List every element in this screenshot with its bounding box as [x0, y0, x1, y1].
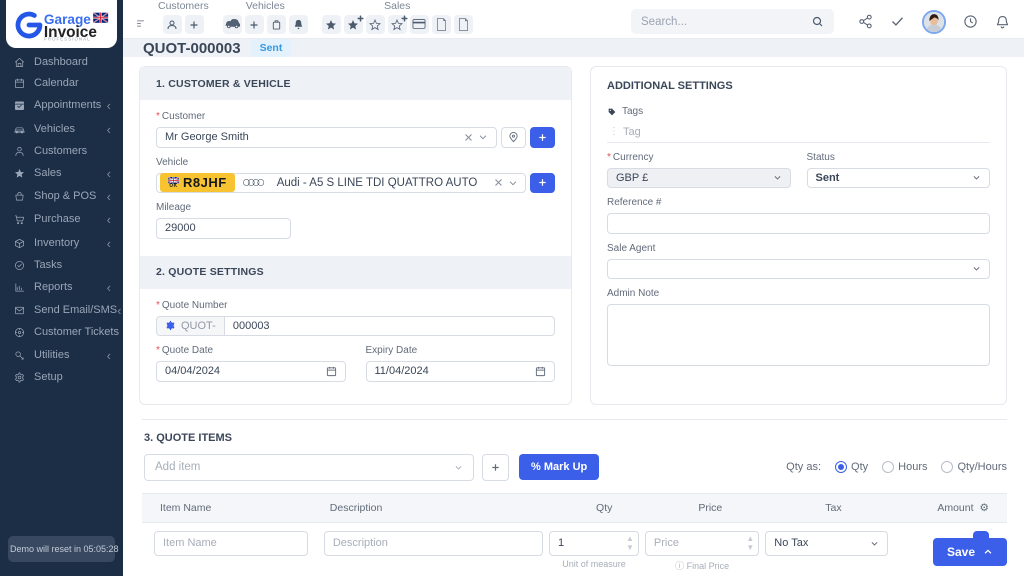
svg-text:PROFESSIONAL: PROFESSIONAL [44, 36, 91, 41]
